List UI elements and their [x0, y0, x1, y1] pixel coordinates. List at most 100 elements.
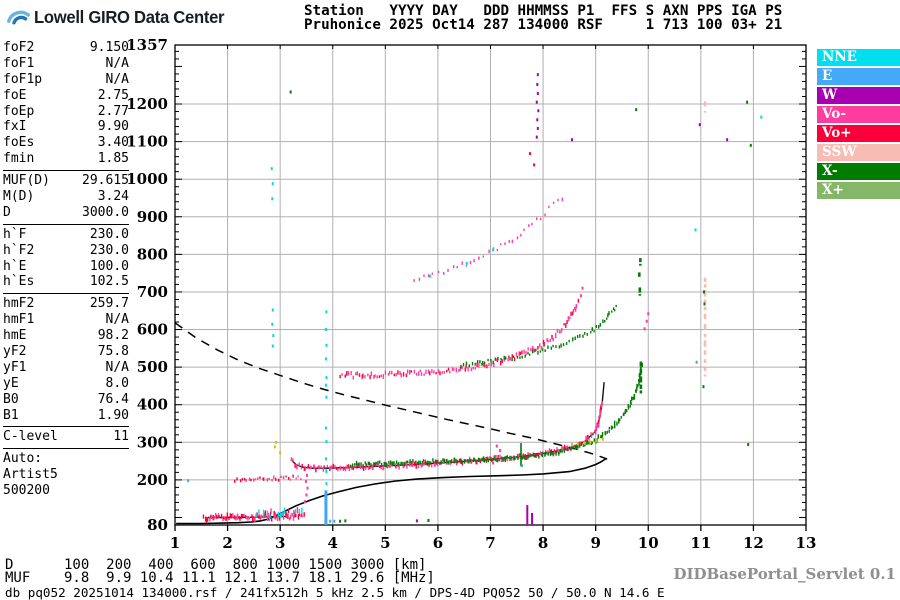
parameter-row: h`F2 230.0 [3, 243, 129, 259]
y-tick-label: 900 [137, 208, 168, 226]
y-tick-label: 1100 [126, 133, 168, 151]
legend-item-x: X- [817, 163, 900, 180]
parameter-label: M(D) [3, 189, 35, 205]
x-tick-label: 5 [380, 534, 390, 552]
parameter-label: h`E [3, 258, 27, 274]
parameter-value: 230.0 [89, 226, 129, 242]
parameter-row: h`Es 102.5 [3, 274, 129, 290]
parameter-value: 11 [113, 429, 129, 445]
parameter-label: h`Es [3, 274, 35, 290]
parameter-value: 75.8 [97, 344, 129, 360]
x-tick-label: 12 [743, 534, 764, 552]
parameter-value: 9.150 [89, 40, 129, 55]
parameter-label: foF2 [3, 40, 35, 55]
x-tick-label: 9 [590, 534, 600, 552]
parameter-group: C-level 11 [3, 426, 129, 445]
parameter-group: h`F 230.0 h`F2 230.0 h`E 100.0 h`Es 102.5 [3, 223, 129, 291]
parameter-label: MUF(D) [3, 173, 50, 189]
parameter-value: 1.85 [97, 151, 129, 167]
parameter-value: 2.75 [97, 87, 129, 103]
parameter-row: hmF1 N/A [3, 312, 129, 328]
parameter-label: foE [3, 87, 27, 103]
parameter-value: N/A [105, 55, 129, 71]
parameter-row: foEp 2.77 [3, 104, 129, 120]
parameter-row: hmE 98.2 [3, 328, 129, 344]
header-columns-line: Station YYYY DAY DDD HHMMSS P1 FFS S AXN… [304, 3, 783, 19]
x-tick-label: 10 [638, 534, 659, 552]
parameter-row: foE 2.75 [3, 88, 129, 104]
x-tick-label: 11 [690, 534, 711, 552]
parameter-row: C-level 11 [3, 429, 129, 445]
parameter-group: Auto: Artist5 500200 [3, 448, 129, 499]
ionogram-header: Station YYYY DAY DDD HHMMSS P1 FFS S AXN… [304, 4, 782, 32]
parameter-label: yF1 [3, 359, 27, 375]
parameter-value: 98.2 [97, 328, 129, 344]
parameter-row: yE 8.0 [3, 376, 129, 392]
legend-item-e: E [817, 68, 900, 85]
parameter-row: foF2 9.150 [3, 40, 129, 56]
logo-text: Lowell GIRO Data Center [34, 6, 225, 27]
y-tick-label: 80 [147, 516, 168, 534]
giro-wave-icon [6, 10, 30, 25]
parameter-label: foF1 [3, 55, 35, 71]
parameter-label: C-level [3, 429, 58, 445]
parameter-row: Artist5 [3, 467, 129, 483]
parameter-value: 2.77 [97, 103, 129, 119]
parameter-value: 9.90 [97, 119, 129, 135]
parameter-label: foEs [3, 135, 35, 151]
parameter-label: yF2 [3, 344, 27, 360]
parameter-value: N/A [105, 71, 129, 87]
parameter-row: h`E 100.0 [3, 259, 129, 275]
y-tick-label: 300 [137, 433, 168, 451]
y-tick-label: 600 [137, 321, 168, 339]
parameter-row: foF1p N/A [3, 72, 129, 88]
parameter-value: 3000.0 [82, 204, 129, 220]
parameter-value: 230.0 [89, 242, 129, 258]
parameter-label: B0 [3, 391, 19, 407]
y-tick-label: 1357 [126, 36, 168, 54]
measurement-status-line: db pq052 20251014 134000.rsf / 241fx512h… [5, 585, 665, 600]
parameter-value: 1.90 [97, 407, 129, 423]
y-tick-label: 400 [137, 396, 168, 414]
legend-item-ssw: SSW [817, 144, 900, 161]
parameter-value: 29.615 [82, 173, 129, 189]
legend-item-x: X+ [817, 182, 900, 199]
doppler-direction-legend: NNE E W Vo- Vo+ SSW X- X+ [817, 49, 900, 201]
y-tick-label: 200 [137, 471, 168, 489]
parameter-label: h`F [3, 226, 27, 242]
x-tick-label: 8 [538, 534, 548, 552]
parameter-row: M(D) 3.24 [3, 189, 129, 205]
parameter-label: Artist5 [3, 467, 58, 483]
x-tick-label: 4 [328, 534, 338, 552]
lowell-giro-logo: Lowell GIRO Data Center [6, 5, 234, 29]
legend-item-w: W [817, 87, 900, 104]
parameter-value: 102.5 [89, 274, 129, 290]
parameter-value: 3.40 [97, 135, 129, 151]
parameter-label: h`F2 [3, 242, 35, 258]
y-tick-label: 700 [137, 283, 168, 301]
parameter-row: MUF(D) 29.615 [3, 173, 129, 189]
parameter-label: hmE [3, 328, 27, 344]
parameter-label: Auto: [3, 451, 43, 467]
parameter-row: B1 1.90 [3, 408, 129, 424]
parameter-row: B0 76.4 [3, 392, 129, 408]
parameter-label: hmF2 [3, 296, 35, 312]
x-tick-label: 6 [433, 534, 443, 552]
parameter-group: foF2 9.150 foF1 N/A foF1p N/A foE 2.75 foEp 2.77 f… [3, 40, 129, 167]
parameter-label: hmF1 [3, 312, 35, 328]
y-tick-label: 1000 [126, 170, 168, 188]
legend-item-nne: NNE [817, 49, 900, 66]
x-tick-label: 1 [170, 534, 180, 552]
y-tick-label: 1200 [126, 95, 168, 113]
parameter-row: Auto: [3, 451, 129, 467]
parameter-label: fxI [3, 119, 27, 135]
parameter-row: yF1 N/A [3, 360, 129, 376]
muf-frequency-row: MUF 9.8 9.9 10.4 11.1 12.1 13.7 18.1 29.… [5, 570, 435, 586]
parameter-row: yF2 75.8 [3, 344, 129, 360]
parameter-row: fmin 1.85 [3, 151, 129, 167]
parameter-label: foEp [3, 103, 35, 119]
parameter-row: fxI 9.90 [3, 119, 129, 135]
header-values-line: Pruhonice 2025 Oct14 287 134000 RSF 1 71… [304, 17, 783, 33]
y-tick-label: 500 [137, 358, 168, 376]
